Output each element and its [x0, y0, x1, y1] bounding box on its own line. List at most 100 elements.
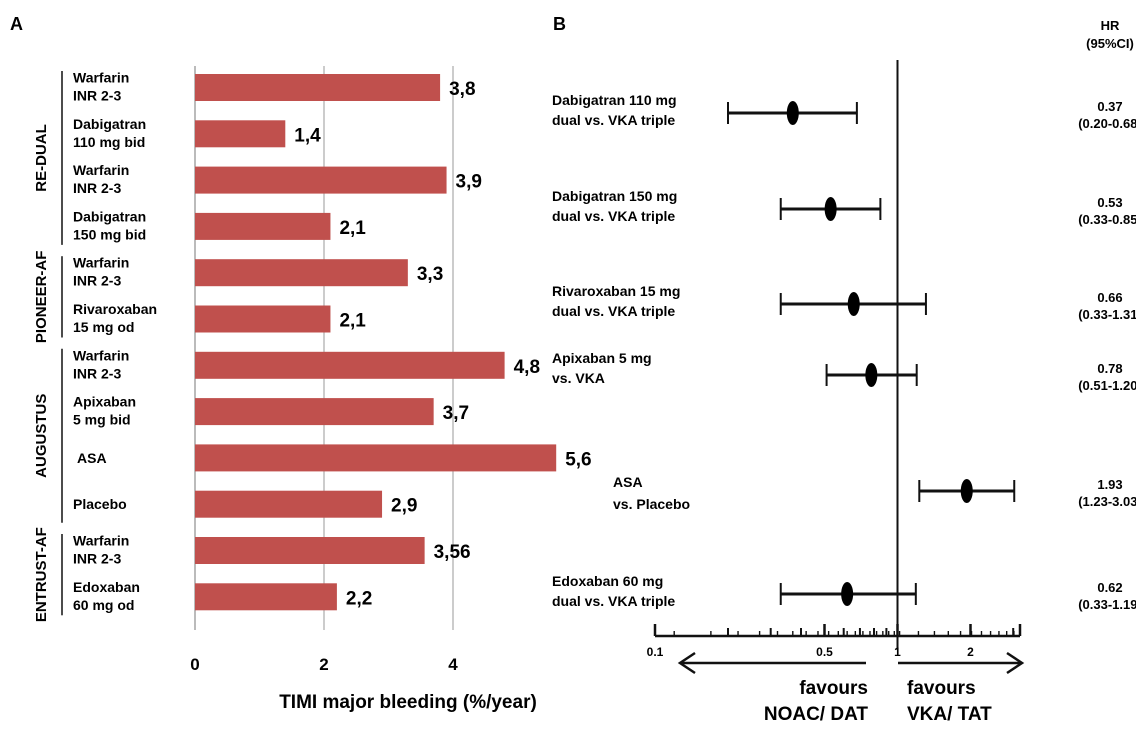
bar: [195, 120, 286, 148]
group-label: AUGUSTUS: [33, 394, 50, 478]
forest-label-line2: dual vs. VKA triple: [552, 112, 675, 128]
forest-label-line2: dual vs. VKA triple: [552, 208, 675, 224]
forest-arrows: favours NOAC/ DAT favours VKA/ TAT: [677, 651, 1025, 725]
category-label-line2: 110 mg bid: [73, 134, 145, 150]
category-label-line1: Warfarin: [73, 162, 129, 178]
category-label-line2: INR 2-3: [73, 180, 121, 196]
category-label-line1: Dabigatran: [73, 208, 146, 224]
hr-point-estimate: [865, 363, 878, 387]
category-label-line2: INR 2-3: [73, 273, 121, 289]
hr-value: 0.66: [1097, 290, 1122, 305]
category-label-line2: INR 2-3: [73, 365, 121, 381]
bar-value-label: 2,9: [391, 496, 417, 517]
x-tick-label: 0: [190, 655, 199, 674]
panel-a-letter: A: [10, 14, 23, 34]
bar-value-label: 3,56: [434, 542, 471, 563]
group-label: ENTRUST-AF: [33, 527, 50, 622]
category-label-line2: 150 mg bid: [73, 226, 146, 242]
category-label-line2: 15 mg od: [73, 319, 134, 335]
bar: [195, 583, 337, 611]
favours-left-line1: favours: [799, 678, 868, 699]
forest-row: Dabigatran 110 mg dual vs. VKA triple 0.37…: [552, 92, 1136, 131]
category-label-line1: Warfarin: [73, 70, 129, 86]
hr-value: 0.78: [1097, 361, 1122, 376]
hr-point-estimate: [824, 197, 837, 221]
forest-label-line2: dual vs. VKA triple: [552, 593, 675, 609]
bar: [195, 537, 425, 564]
bar-value-label: 3,3: [417, 264, 443, 285]
panel-a-tick-labels: 0 2 4: [190, 655, 458, 674]
forest-row: Rivaroxaban 15 mg dual vs. VKA triple 0.66…: [552, 283, 1136, 322]
group-label: RE-DUAL: [33, 124, 50, 192]
category-label: ASA: [77, 450, 107, 466]
bar: [195, 259, 408, 287]
bar-value-label: 3,7: [443, 403, 469, 424]
bar: [195, 444, 557, 472]
forest-row: Edoxaban 60 mg dual vs. VKA triple 0.62 (0.…: [552, 573, 1136, 612]
bar-value-label: 2,1: [339, 218, 366, 239]
panel-a: A 3,81,43,92,13,32,14,83,75,62,93,562,2 …: [10, 14, 592, 713]
panel-b: B HR (95%CI) Dabigatran 110 mg dual vs. V…: [552, 14, 1136, 725]
favours-right-line1: favours: [907, 678, 976, 699]
forest-rows: Dabigatran 110 mg dual vs. VKA triple 0.37…: [552, 92, 1136, 612]
panel-a-bars: [195, 74, 557, 611]
panel-a-category-labels: Warfarin INR 2-3 Dabigatran 110 mg bid Warfa…: [73, 70, 157, 613]
bar: [195, 351, 505, 379]
bar: [195, 74, 441, 101]
x-tick-label: 2: [319, 655, 328, 674]
hr-point-estimate: [960, 479, 973, 503]
bar: [195, 305, 331, 333]
group-label: PIONEER-AF: [33, 251, 50, 344]
hr-ci-value: (0.51-1.20): [1078, 378, 1136, 393]
bar-value-label: 2,2: [346, 588, 372, 609]
panel-a-x-axis-label: TIMI major bleeding (%/year): [279, 692, 537, 713]
category-label: Placebo: [73, 496, 127, 512]
category-label-line1: Edoxaban: [73, 579, 140, 595]
bar-value-label: 3,8: [449, 79, 475, 100]
hr-header: HR: [1101, 18, 1120, 33]
hr-point-estimate: [847, 292, 860, 316]
arrow-left-head: [677, 651, 696, 675]
arrow-right-head: [1006, 651, 1025, 675]
panel-b-letter: B: [553, 14, 566, 34]
hr-value: 1.93: [1097, 477, 1122, 492]
bar: [195, 166, 447, 194]
panel-a-group-labels: RE-DUAL PIONEER-AF AUGUSTUS ENTRUST-AF: [33, 71, 63, 622]
x-tick-label: 4: [448, 655, 458, 674]
forest-label-line2: dual vs. VKA triple: [552, 303, 675, 319]
panel-a-value-labels: 3,8 1,4 3,9 2,1 3,3 2,1 4,8 3,7 5,6 2,9 3,56 2,2: [294, 79, 591, 609]
forest-label-line2: vs. Placebo: [613, 496, 690, 512]
bar: [195, 490, 383, 518]
category-label-line2: INR 2-3: [73, 88, 121, 104]
bar-value-label: 1,4: [294, 125, 321, 146]
panel-a-gridlines: [194, 66, 454, 630]
log-tick-label: 1: [894, 645, 901, 659]
bar-value-label: 4,8: [514, 357, 540, 378]
hr-point-estimate: [841, 582, 854, 606]
category-label-line1: Dabigatran: [73, 116, 146, 132]
hr-ci-value: (1.23-3.03): [1078, 494, 1136, 509]
forest-label-line1: Apixaban 5 mg: [552, 350, 652, 366]
favours-right-line2: VKA/ TAT: [907, 704, 992, 725]
log-tick-label: 0.5: [816, 645, 833, 659]
bar-value-label: 2,1: [339, 311, 366, 332]
forest-label-line1: Dabigatran 110 mg: [552, 92, 677, 108]
forest-label-line1: Dabigatran 150 mg: [552, 188, 677, 204]
hr-ci-value: (0.33-1.31): [1078, 307, 1136, 322]
hr-ci-value: (0.33-0.85): [1078, 212, 1136, 227]
log-tick-label: 0.1: [647, 645, 664, 659]
forest-row: ASA vs. Placebo 1.93 (1.23-3.03): [613, 474, 1136, 512]
forest-label-line1: Rivaroxaban 15 mg: [552, 283, 680, 299]
hr-ci-value: (0.20-0.68): [1078, 116, 1136, 131]
favours-left-line2: NOAC/ DAT: [764, 704, 869, 725]
category-label-line1: Rivaroxaban: [73, 301, 157, 317]
forest-row: Apixaban 5 mg vs. VKA 0.78 (0.51-1.20): [552, 350, 1136, 393]
forest-label-line2: vs. VKA: [552, 370, 605, 386]
log-tick-label: 2: [967, 645, 974, 659]
category-label-line2: INR 2-3: [73, 551, 121, 567]
hr-point-estimate: [786, 101, 799, 125]
category-label-line2: 60 mg od: [73, 597, 134, 613]
forest-row: Dabigatran 150 mg dual vs. VKA triple 0.53…: [552, 188, 1136, 227]
hr-ci-value: (0.33-1.19): [1078, 597, 1136, 612]
